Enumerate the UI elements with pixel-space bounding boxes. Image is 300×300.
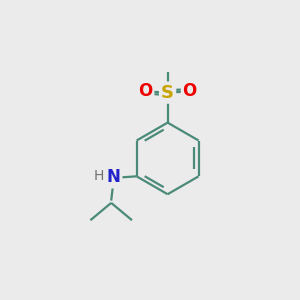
Text: H: H: [93, 169, 104, 183]
Text: O: O: [182, 82, 197, 100]
Text: S: S: [161, 84, 174, 102]
Text: N: N: [106, 169, 120, 187]
Text: O: O: [139, 82, 153, 100]
